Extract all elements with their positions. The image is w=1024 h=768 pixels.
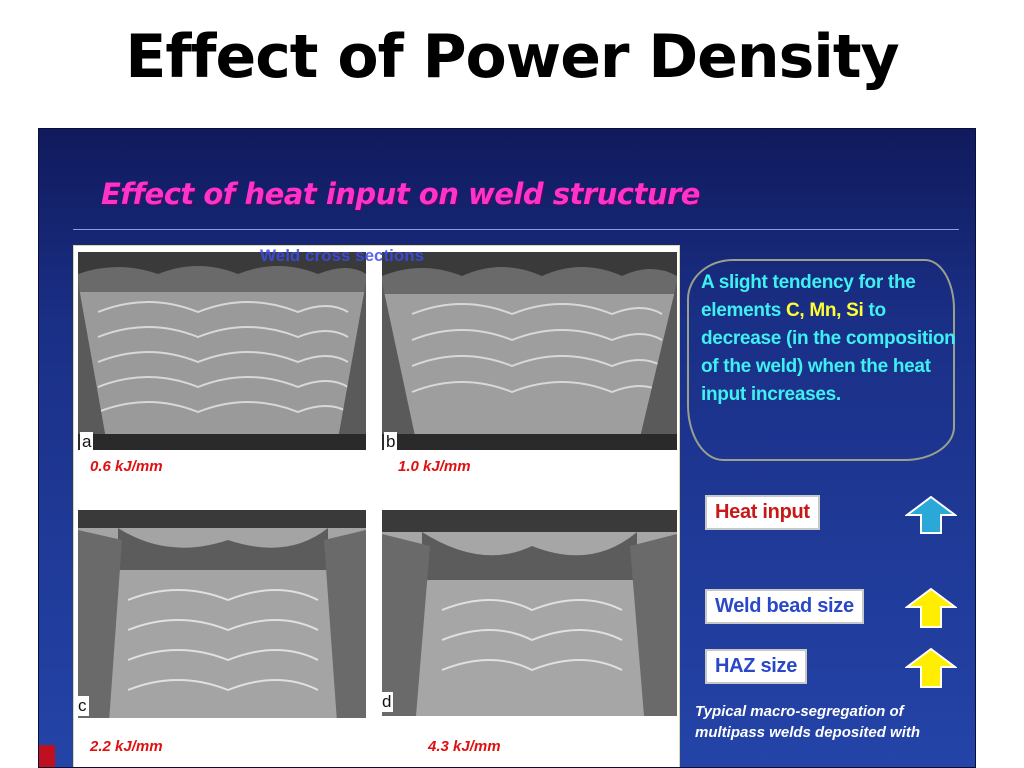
weld-cross-sections-figure: a 0.6 kJ/mm b 1.0 kJ/mm: [73, 245, 680, 767]
up-arrow-icon: [905, 647, 957, 688]
heat-input-box: Heat input: [705, 495, 820, 530]
sample-letter-a: a: [80, 432, 94, 452]
note-bubble: [687, 259, 955, 461]
micrograph-d: [382, 510, 677, 716]
heat-input-label-c: 2.2 kJ/mm: [90, 738, 163, 755]
note-text: A slight tendency for the elements C, Mn…: [701, 269, 957, 409]
note-text-after: to decrease (in the composition of the w…: [701, 300, 956, 405]
heat-input-label-d: 4.3 kJ/mm: [428, 738, 501, 755]
heat-input-label-b: 1.0 kJ/mm: [398, 458, 471, 475]
footnote-text: Typical macro-segregation of multipass w…: [695, 703, 921, 741]
heading-divider: [73, 229, 959, 230]
note-elements: C, Mn, Si: [785, 300, 864, 321]
up-arrow-icon: [905, 495, 957, 534]
up-arrow-icon: [905, 587, 957, 628]
sample-letter-b: b: [384, 432, 398, 452]
heat-input-label-a: 0.6 kJ/mm: [90, 458, 163, 475]
sample-letter-c: c: [76, 696, 89, 716]
corner-logo-mark: [39, 745, 55, 767]
panel-heading: Effect of heat input on weld structure: [101, 177, 700, 211]
slide-image-panel: Effect of heat input on weld structure: [38, 128, 976, 768]
note-text-before: A slight tendency for the elements: [701, 272, 916, 321]
weld-bead-size-box: Weld bead size: [705, 589, 864, 624]
sample-letter-d: d: [380, 692, 394, 712]
micrograph-a: [78, 252, 366, 450]
haz-size-box: HAZ size: [705, 649, 808, 684]
micrograph-b: [382, 252, 677, 450]
micrograph-c: [78, 510, 366, 736]
figure-caption: Weld cross sections: [260, 246, 425, 265]
slide-title: Effect of Power Density: [125, 22, 899, 92]
